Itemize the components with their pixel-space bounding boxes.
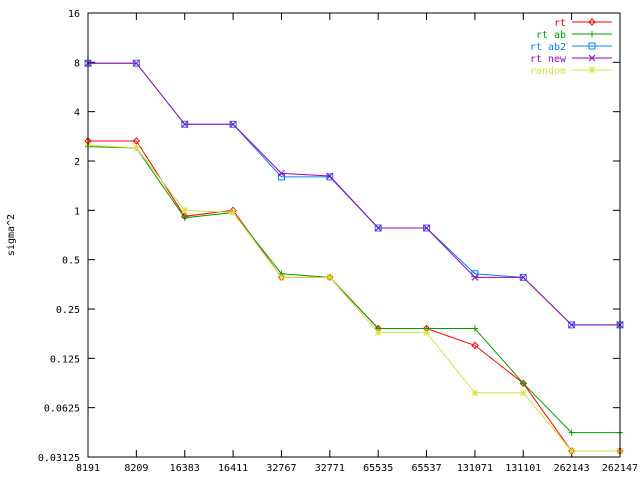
y-tick-label: 0.125 [50, 354, 80, 365]
y-axis-ticks: 0.03125 0.0625 0.125 0.25 0.5 1 2 4 8 16 [38, 9, 620, 464]
x-tick-label: 65535 [363, 463, 393, 474]
series-line [87, 146, 620, 434]
data-point [588, 42, 596, 50]
y-tick-label: 0.03125 [38, 453, 80, 464]
data-point [519, 389, 527, 397]
data-point [588, 54, 596, 62]
data-point [471, 273, 479, 281]
y-tick-label: 2 [74, 157, 80, 168]
data-point [278, 273, 285, 281]
series-rt-new [84, 59, 624, 329]
series-random [84, 141, 624, 455]
series-layer [84, 59, 624, 455]
data-point [278, 170, 285, 177]
x-tick-label: 32771 [315, 463, 345, 474]
y-tick-label: 0.5 [62, 256, 80, 267]
x-axis-ticks: 8191 8209 16383 16411 32767 32771 65535 65537 13… [76, 13, 638, 474]
data-point [181, 214, 188, 221]
data-point [423, 329, 430, 336]
data-point [589, 31, 595, 37]
y-tick-label: 0.25 [56, 305, 80, 316]
data-point [229, 120, 237, 128]
data-point [374, 224, 382, 232]
data-point [471, 389, 479, 397]
data-point [568, 447, 575, 455]
y-tick-label: 1 [74, 206, 80, 217]
data-point [326, 273, 334, 281]
legend-label: rt [554, 18, 566, 29]
data-point [568, 321, 575, 329]
legend-label: random [530, 66, 566, 77]
x-tick-label: 131101 [505, 463, 541, 474]
x-tick-label: 262143 [554, 463, 590, 474]
x-tick-label: 8209 [124, 463, 148, 474]
data-point [326, 172, 334, 180]
data-point [132, 137, 141, 145]
series-line [88, 140, 620, 452]
y-tick-label: 8 [74, 58, 80, 69]
plot-frame [87, 12, 621, 458]
data-point [374, 329, 382, 336]
x-tick-label: 16411 [218, 463, 248, 474]
data-point [133, 144, 140, 152]
legend-label: rt ab [536, 30, 566, 41]
data-point [181, 206, 189, 214]
x-tick-label: 65537 [411, 463, 441, 474]
y-tick-label: 16 [68, 9, 80, 20]
data-point [588, 18, 596, 26]
legend-label: rt new [530, 54, 567, 65]
data-point [520, 380, 527, 387]
data-point [229, 209, 237, 216]
data-point [471, 325, 478, 332]
data-point [519, 273, 527, 281]
x-tick-label: 262147 [602, 463, 638, 474]
x-tick-label: 16383 [170, 463, 200, 474]
y-tick-label: 4 [74, 108, 80, 119]
data-point [326, 173, 334, 181]
x-tick-label: 8191 [76, 463, 100, 474]
series-line [87, 144, 620, 452]
data-point [133, 59, 140, 67]
y-axis-label: sigma^2 [6, 214, 17, 256]
y-tick-label: 0.0625 [44, 404, 80, 415]
data-point [423, 224, 430, 232]
x-tick-label: 32767 [266, 463, 296, 474]
series-line [88, 62, 620, 326]
data-point [568, 429, 575, 436]
data-point [181, 120, 189, 128]
data-point [471, 341, 479, 350]
x-tick-label: 131071 [457, 463, 493, 474]
legend-label: rt ab2 [530, 42, 566, 53]
data-point [588, 66, 596, 74]
